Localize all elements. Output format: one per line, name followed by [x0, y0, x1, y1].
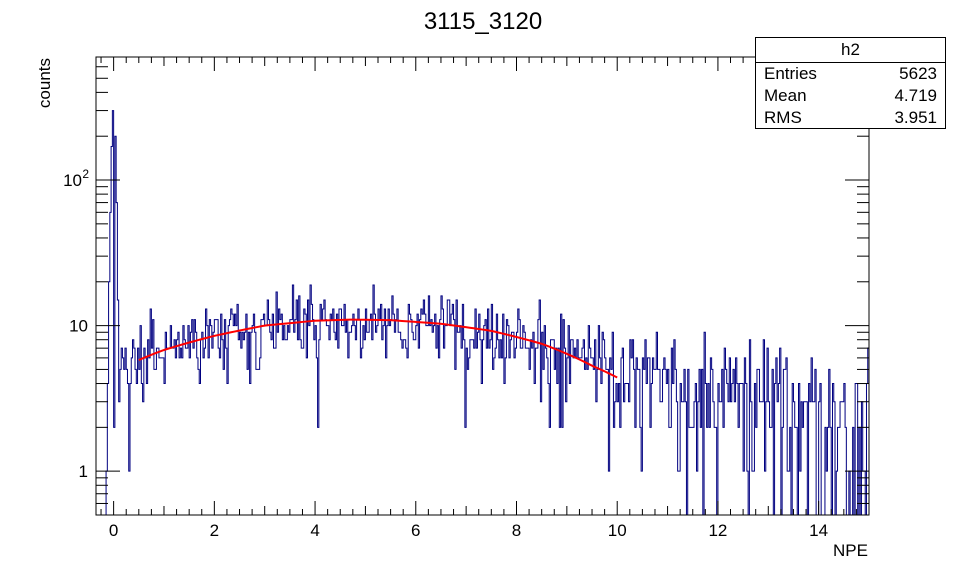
stats-row-rms: RMS 3.951	[756, 107, 945, 129]
y-axis-label: counts	[35, 58, 54, 108]
x-tick-label: 12	[708, 521, 727, 540]
x-axis: 0 2 4 6 8 10 12 14	[100, 57, 870, 540]
x-tick-label: 6	[411, 521, 420, 540]
x-tick-label: 0	[109, 521, 118, 540]
stats-value: 5623	[899, 64, 937, 83]
x-tick-label: 14	[809, 521, 828, 540]
x-tick-label: 2	[210, 521, 219, 540]
stats-title: h2	[756, 38, 945, 63]
x-axis-label: NPE	[833, 541, 868, 560]
stats-box: h2 Entries 5623 Mean 4.719 RMS 3.951	[755, 37, 946, 129]
stats-value: 4.719	[894, 86, 937, 105]
plot-frame	[95, 56, 870, 516]
stats-row-entries: Entries 5623	[756, 63, 945, 85]
stats-label: Mean	[764, 86, 807, 105]
stats-value: 3.951	[894, 108, 937, 127]
chart-title: 3115_3120	[423, 8, 543, 35]
histogram-line	[104, 110, 869, 515]
stats-label: Entries	[764, 64, 817, 83]
y-tick-label: 10	[63, 171, 82, 190]
histogram-series	[104, 110, 869, 515]
x-tick-label: 8	[512, 521, 521, 540]
x-tick-label: 4	[310, 521, 319, 540]
fit-line	[138, 318, 618, 379]
y-tick-label: 1	[79, 462, 88, 481]
y-tick-label: 10	[69, 317, 88, 336]
x-tick-label: 10	[608, 521, 627, 540]
fit-curve	[138, 318, 618, 379]
stats-label: RMS	[764, 108, 802, 127]
stats-row-mean: Mean 4.719	[756, 85, 945, 107]
y-tick-exponent: 2	[82, 167, 89, 181]
